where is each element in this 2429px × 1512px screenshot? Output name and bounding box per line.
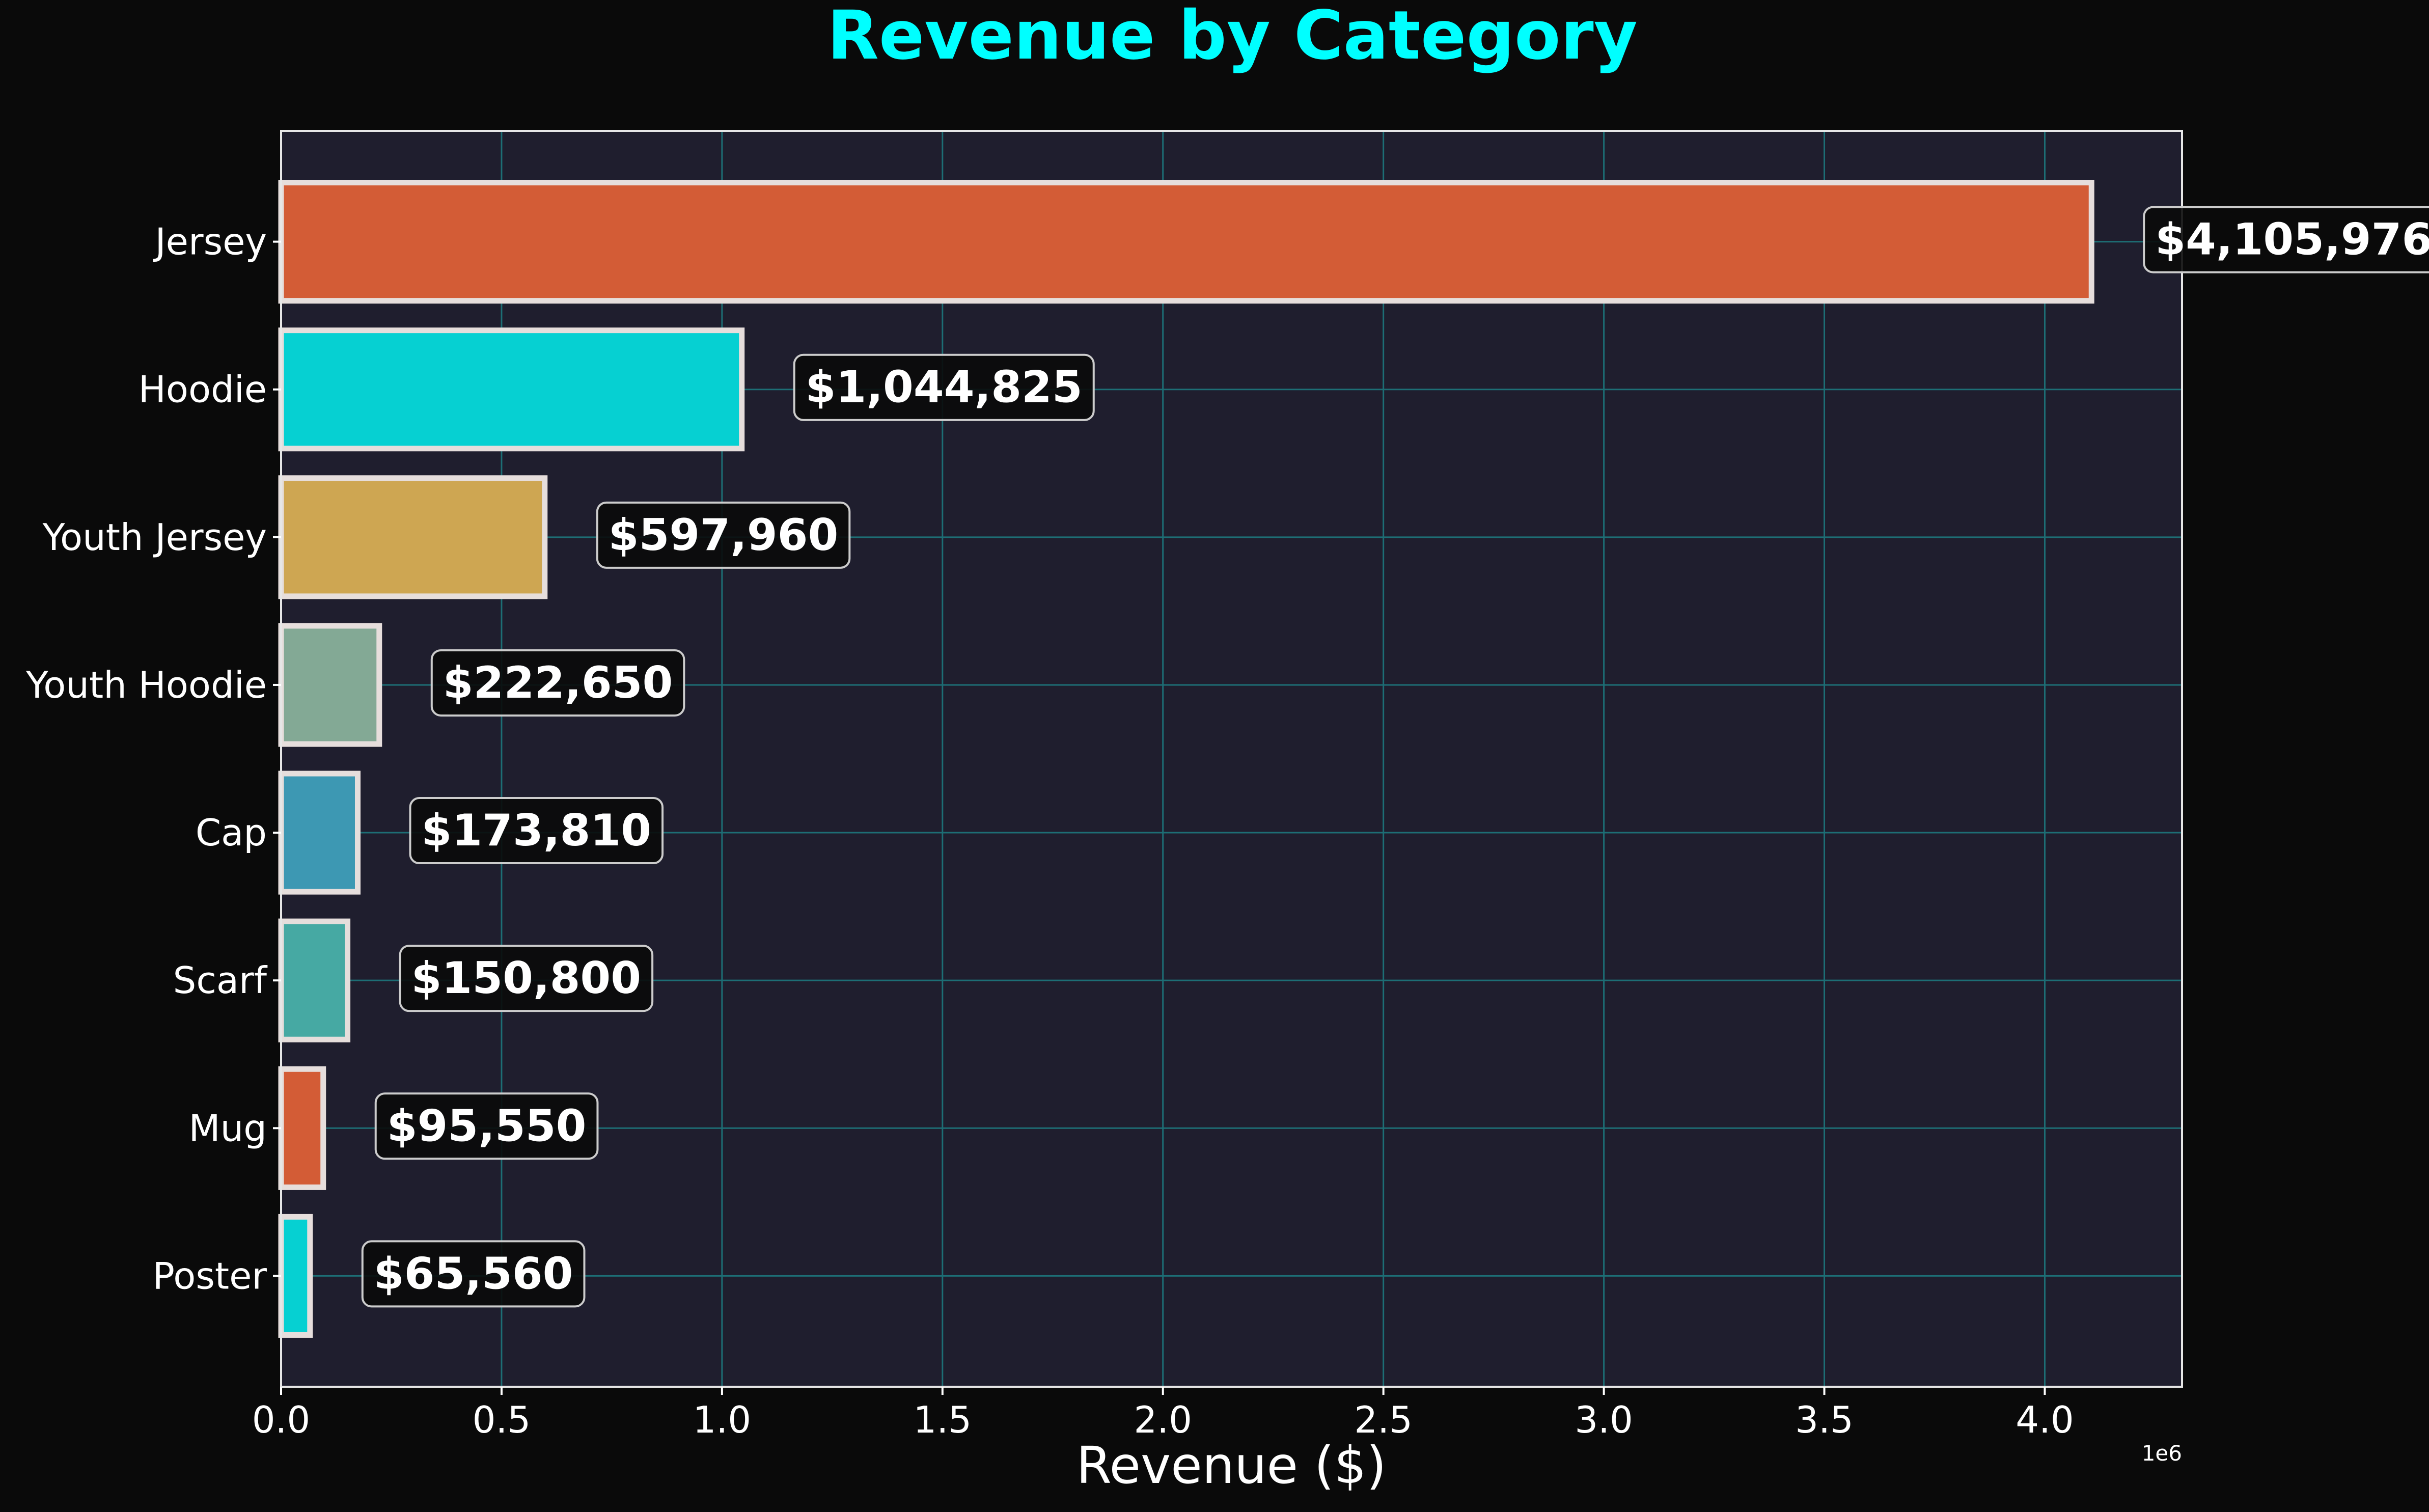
value-label-box <box>430 649 685 717</box>
value-label: $150,800 <box>411 953 642 1004</box>
value-label-box <box>361 1240 586 1308</box>
value-label-box <box>374 1092 599 1160</box>
value-label: $4,105,976 <box>2155 214 2429 265</box>
value-label-group: $4,105,976 <box>2143 206 2429 273</box>
value-label: $597,960 <box>609 510 839 561</box>
value-label-group: $222,650 <box>430 649 685 717</box>
value-label-box <box>2143 206 2429 273</box>
bar-hoodie <box>278 327 745 452</box>
bar-youth-hoodie <box>278 623 382 747</box>
plot-area <box>281 131 2182 1387</box>
value-label-box <box>596 501 851 569</box>
value-label-group: $150,800 <box>399 945 654 1012</box>
x-axis-scale-label: 1e6 <box>2142 1441 2182 1466</box>
y-tick-label: Scarf <box>173 959 268 1002</box>
value-label-box <box>409 797 664 865</box>
value-label: $222,650 <box>443 657 673 708</box>
y-tick-label: Youth Jersey <box>42 516 267 559</box>
y-axis: Jersey Hoodie Youth Jersey Youth Hoodie Cap S… <box>25 221 281 1297</box>
value-label: $173,810 <box>421 805 651 856</box>
x-tick-label: 3.0 <box>1575 1398 1633 1441</box>
x-tick-label: 0.5 <box>473 1398 531 1441</box>
bars <box>278 180 2094 1338</box>
value-label-group: $173,810 <box>409 797 664 865</box>
value-label-group: $95,550 <box>374 1092 599 1160</box>
bar-scarf <box>278 918 351 1042</box>
y-tick-label: Youth Hoodie <box>25 664 267 706</box>
y-tick-label: Cap <box>196 811 267 854</box>
value-label-box <box>399 945 654 1012</box>
value-label-group: $65,560 <box>361 1240 586 1308</box>
value-label: $95,550 <box>387 1101 587 1151</box>
bar-mug <box>278 1066 326 1190</box>
value-label-box <box>793 353 1095 421</box>
bar-youth-jersey <box>278 475 548 599</box>
value-label-group: $1,044,825 <box>793 353 1095 421</box>
x-axis-label: Revenue ($) <box>1077 1436 1387 1495</box>
x-tick-label: 4.0 <box>2016 1398 2074 1441</box>
x-tick-label: 2.0 <box>1134 1398 1192 1441</box>
value-label: $1,044,825 <box>806 362 1083 413</box>
value-label-group: $597,960 <box>596 501 851 569</box>
y-tick-label: Hoodie <box>139 368 267 411</box>
y-tick-label: Jersey <box>153 221 267 263</box>
x-tick-label: 3.5 <box>1795 1398 1854 1441</box>
x-tick-label: 1.5 <box>914 1398 972 1441</box>
value-label: $65,560 <box>374 1248 573 1299</box>
plot-frame <box>280 130 2183 1388</box>
bar-cap <box>278 771 361 895</box>
x-tick-label: 1.0 <box>693 1398 752 1441</box>
chart-title: Revenue by Category <box>827 0 1638 75</box>
x-tick-label: 2.5 <box>1354 1398 1413 1441</box>
value-labels: $4,105,976 $1,044,825 $597,960 $222,650 $173… <box>361 206 2429 1308</box>
y-tick-label: Poster <box>152 1254 267 1297</box>
x-tick-label: 0.0 <box>252 1398 311 1441</box>
y-tick-label: Mug <box>189 1107 267 1149</box>
bar-jersey <box>278 180 2094 304</box>
bar-poster <box>278 1214 313 1338</box>
x-axis: 0.0 0.5 1.0 1.5 2.0 2.5 3.0 3.5 4.0 <box>252 1387 2074 1441</box>
